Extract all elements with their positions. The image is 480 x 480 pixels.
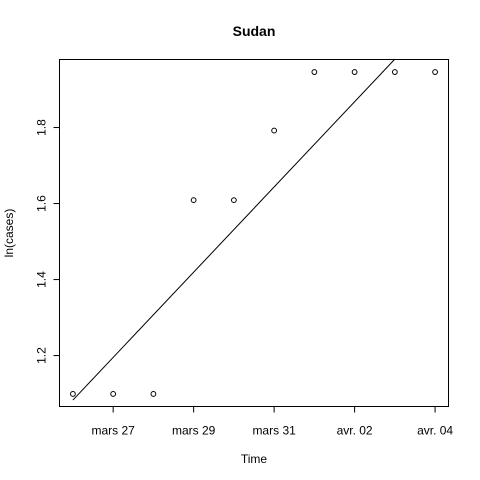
x-tick-label: avr. 04 — [417, 424, 453, 438]
data-point — [230, 197, 237, 204]
y-axis: 1.2 1.4 1.6 1.8 — [35, 119, 60, 364]
data-point — [311, 69, 318, 75]
data-point — [351, 69, 358, 75]
plot-frame — [59, 59, 449, 407]
y-tick-label: 1.4 — [35, 271, 49, 288]
y-tick-label: 1.6 — [35, 195, 49, 212]
x-axis: mars 27 mars 29 mars 31 avr. 02 avr. 04 — [91, 406, 453, 438]
x-tick-label: mars 29 — [172, 424, 216, 438]
x-tick-label: mars 27 — [91, 424, 135, 438]
y-axis-label: ln(cases) — [2, 209, 16, 258]
data-point — [432, 69, 438, 75]
x-axis-label: Time — [241, 452, 268, 466]
x-tick-label: mars 31 — [252, 424, 296, 438]
chart-title: Sudan — [233, 23, 276, 39]
data-point — [391, 69, 398, 75]
data-points — [70, 69, 438, 397]
y-tick-label: 1.8 — [35, 119, 49, 136]
fit-line — [72, 58, 396, 401]
data-point — [110, 391, 117, 397]
x-tick-label: avr. 02 — [337, 424, 373, 438]
data-point — [150, 391, 157, 397]
data-point — [70, 391, 76, 397]
data-point — [271, 127, 278, 134]
y-tick-label: 1.2 — [35, 347, 49, 364]
data-point — [190, 197, 197, 204]
